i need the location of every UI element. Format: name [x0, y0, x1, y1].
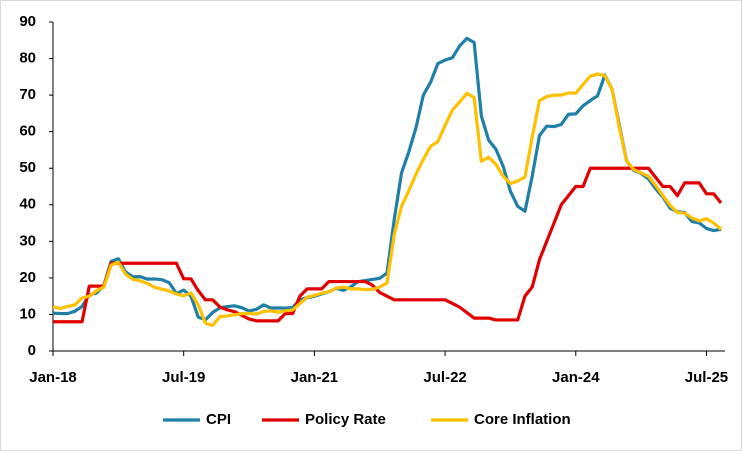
x-tick-label: Jul-22 [423, 369, 466, 386]
x-tick-label: Jul-25 [685, 369, 728, 386]
y-tick-label: 30 [19, 232, 36, 249]
legend-label: Policy Rate [305, 411, 386, 428]
series-line [52, 72, 723, 328]
y-tick-label: 90 [19, 13, 36, 30]
y-tick-label: 20 [19, 269, 36, 286]
x-tick-label: Jan-24 [552, 369, 600, 386]
x-tick-label: Jan-21 [291, 369, 339, 386]
y-tick-label: 80 [19, 50, 36, 67]
y-tick-label: 70 [19, 86, 36, 103]
legend-label: CPI [206, 411, 231, 428]
y-tick-label: 40 [19, 196, 36, 213]
y-tick-label: 10 [19, 305, 36, 322]
legend-label: Core Inflation [474, 411, 571, 428]
y-tick-label: 0 [28, 342, 36, 359]
x-tick-label: Jan-18 [29, 369, 77, 386]
y-tick-label: 50 [19, 159, 36, 176]
series-line [53, 166, 723, 324]
y-tick-label: 60 [19, 123, 36, 140]
x-tick-label: Jul-19 [162, 369, 205, 386]
